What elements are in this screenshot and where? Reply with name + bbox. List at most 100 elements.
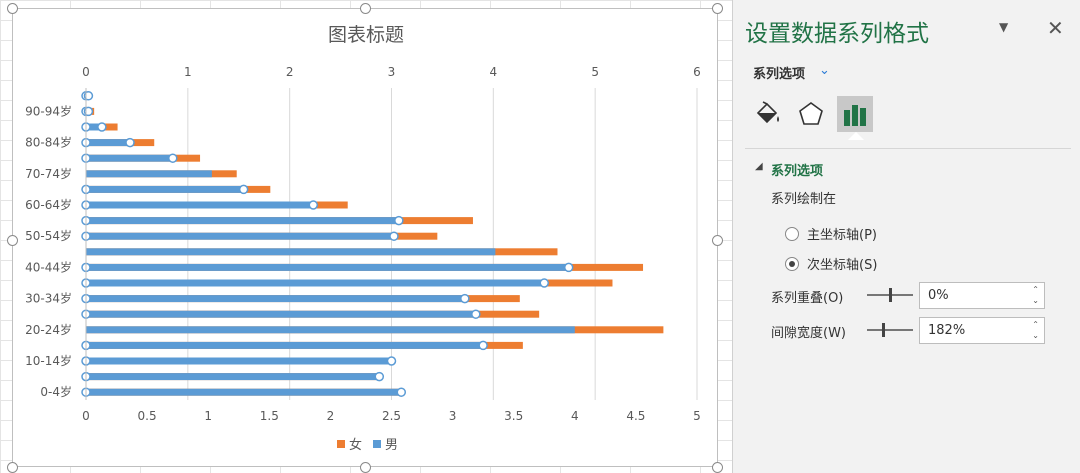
series-overlap-value[interactable]: 0% <box>928 288 949 303</box>
bar-male[interactable] <box>86 123 102 131</box>
legend-swatch-male[interactable] <box>373 440 381 448</box>
legend-label-male[interactable]: 男 <box>385 438 398 453</box>
resize-handle-top-left[interactable] <box>7 3 18 14</box>
bar-male[interactable] <box>86 154 173 162</box>
bar-male[interactable] <box>86 263 569 271</box>
bar-male[interactable] <box>86 185 244 193</box>
series-overlap-slider[interactable] <box>867 288 913 302</box>
category-axis-label: 80-84岁 <box>25 135 72 150</box>
category-axis-label: 60-64岁 <box>25 197 72 212</box>
bar-male[interactable] <box>86 310 476 318</box>
selection-marker[interactable] <box>125 137 135 148</box>
bar-male[interactable] <box>86 357 392 365</box>
selection-marker[interactable] <box>168 153 178 163</box>
selection-marker[interactable] <box>308 200 319 210</box>
selection-marker[interactable] <box>563 262 574 273</box>
secondary-axis-tick-label: 3 <box>388 65 396 79</box>
primary-axis-tick-label: 3.5 <box>504 409 523 423</box>
category-axis-label: 10-14岁 <box>25 353 72 368</box>
secondary-axis-tick-label: 6 <box>693 65 701 79</box>
resize-handle-mid-right[interactable] <box>712 235 723 246</box>
series-options-tab[interactable] <box>837 96 873 132</box>
bar-male[interactable] <box>86 248 496 256</box>
bar-male[interactable] <box>86 373 380 381</box>
bar-male[interactable] <box>86 341 484 349</box>
selection-marker[interactable] <box>460 293 470 304</box>
series-options-dropdown[interactable]: 系列选项 <box>753 67 806 82</box>
close-icon[interactable]: ✕ <box>1047 16 1064 40</box>
category-axis-label: 90-94岁 <box>25 103 72 118</box>
category-axis-label: 20-24岁 <box>25 322 72 337</box>
category-axis-label: 40-44岁 <box>25 259 72 274</box>
slider-thumb[interactable] <box>888 288 892 302</box>
category-axis-label: 70-74岁 <box>25 166 72 181</box>
series-overlap-spinbox[interactable]: 0% ⌃ ⌄ <box>919 282 1045 309</box>
series-options-section-header[interactable]: 系列选项 <box>771 164 824 179</box>
selection-marker[interactable] <box>238 184 249 195</box>
selection-marker[interactable] <box>386 356 397 366</box>
primary-axis-radio[interactable] <box>785 227 799 241</box>
bar-male[interactable] <box>86 201 314 209</box>
secondary-axis-tick-label: 5 <box>591 65 599 79</box>
secondary-axis-radio[interactable] <box>785 257 799 271</box>
primary-axis-tick-label: 0.5 <box>138 409 157 423</box>
gap-width-label: 间隙宽度(W) <box>771 326 846 341</box>
resize-handle-mid-left[interactable] <box>7 235 18 246</box>
selection-marker[interactable] <box>539 278 549 288</box>
bar-male[interactable] <box>86 139 130 147</box>
primary-axis-tick-label: 1.5 <box>260 409 279 423</box>
primary-axis-radio-row[interactable]: 主坐标轴(P) <box>785 224 877 243</box>
chart-plot[interactable]: 0 1 2 3 4 5 6 0 0.5 1 1.5 2 2.5 3 3.5 4 4.5 5 0-4岁 10-14岁 20… <box>0 0 732 473</box>
chevron-down-icon[interactable]: ▼ <box>999 20 1009 34</box>
secondary-axis-tick-label: 2 <box>286 65 294 79</box>
selection-marker[interactable] <box>471 309 481 319</box>
resize-handle-top-mid[interactable] <box>360 3 371 14</box>
selection-marker[interactable] <box>396 387 407 397</box>
spin-arrows-icon[interactable]: ⌃ ⌄ <box>1032 285 1039 305</box>
tab-divider <box>745 148 1071 149</box>
legend-swatch-female[interactable] <box>337 440 345 448</box>
gap-width-slider[interactable] <box>867 323 913 337</box>
selection-marker[interactable] <box>478 340 488 351</box>
bar-chart-icon <box>844 105 866 126</box>
selection-marker[interactable] <box>389 231 399 241</box>
fill-line-tab[interactable] <box>749 96 785 132</box>
secondary-axis-radio-row[interactable]: 次坐标轴(S) <box>785 254 877 273</box>
primary-axis-tick-label: 0 <box>82 409 90 423</box>
selection-marker[interactable] <box>97 122 107 132</box>
category-axis-label: 30-34岁 <box>25 291 72 306</box>
paint-bucket-icon <box>756 101 779 124</box>
bar-male[interactable] <box>86 326 575 334</box>
plot-series-on-label: 系列绘制在 <box>771 192 837 207</box>
primary-axis-label: 主坐标轴(P) <box>807 228 877 243</box>
bar-male[interactable] <box>86 232 394 240</box>
bar-male[interactable] <box>86 217 399 225</box>
format-data-series-pane: 设置数据系列格式 ▼ ✕ 系列选项 ⌄ ◢ <box>732 0 1080 473</box>
tab-pointer <box>848 132 864 140</box>
collapse-triangle-icon[interactable]: ◢ <box>755 161 763 172</box>
primary-axis-tick-label: 1 <box>204 409 212 423</box>
selection-marker[interactable] <box>394 215 404 226</box>
secondary-axis-label: 次坐标轴(S) <box>807 258 878 273</box>
resize-handle-top-right[interactable] <box>712 3 723 14</box>
pentagon-icon <box>799 102 823 125</box>
slider-thumb[interactable] <box>882 323 886 337</box>
bar-male[interactable] <box>86 295 465 303</box>
gap-width-value[interactable]: 182% <box>928 323 966 338</box>
bar-male[interactable] <box>86 279 545 287</box>
selection-marker[interactable] <box>374 371 385 382</box>
legend-label-female[interactable]: 女 <box>349 437 362 453</box>
chart-title[interactable]: 图表标题 <box>327 24 404 46</box>
secondary-axis-tick-label: 0 <box>82 65 90 79</box>
series-overlap-label: 系列重叠(O) <box>771 291 844 306</box>
bar-male[interactable] <box>86 388 402 396</box>
gap-width-spinbox[interactable]: 182% ⌃ ⌄ <box>919 317 1045 344</box>
primary-axis-tick-label: 4.5 <box>626 409 645 423</box>
effects-tab[interactable] <box>793 96 829 132</box>
bar-male[interactable] <box>86 170 212 178</box>
category-axis-label: 50-54岁 <box>25 228 72 243</box>
primary-axis-tick-label: 2.5 <box>382 409 401 423</box>
spin-arrows-icon[interactable]: ⌃ ⌄ <box>1032 320 1039 340</box>
chevron-down-icon[interactable]: ⌄ <box>819 63 830 78</box>
